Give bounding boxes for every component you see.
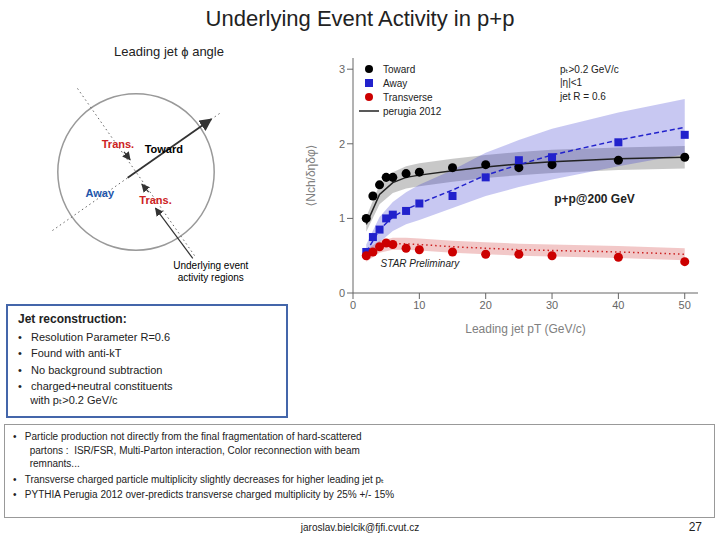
svg-text:Leading jet pT (GeV/c): Leading jet pT (GeV/c) <box>465 322 586 336</box>
svg-text:Trans.: Trans. <box>102 138 134 150</box>
html-text:Underlying Event Activity in p: Underlying Event Activity in p+p <box>205 6 515 31</box>
svg-text:50: 50 <box>679 299 691 311</box>
html-text:Jet reconstruction:: Jet reconstruction: <box>18 312 127 326</box>
svg-text:40: 40 <box>612 299 624 311</box>
html-text:• No background subtraction: • No background subtraction <box>18 363 163 376</box>
svg-text:Trans.: Trans. <box>139 194 171 206</box>
svg-text:⟨Nch/δηδφ⟩: ⟨Nch/δηδφ⟩ <box>304 145 318 207</box>
html-text:• charged+neutral constituents: • charged+neutral constituents with pₜ>0… <box>18 379 173 407</box>
html-text:Away: Away <box>383 77 408 89</box>
html-text:jaroslav.bielcik@fjfi.cvut.cz: jaroslav.bielcik@fjfi.cvut.cz <box>300 522 420 533</box>
svg-text:Away: Away <box>86 187 115 199</box>
svg-text:0: 0 <box>350 299 356 311</box>
svg-text:20: 20 <box>480 299 492 311</box>
svg-text:1: 1 <box>339 212 345 224</box>
html-text:• Resolution Parameter R=0.6: • Resolution Parameter R=0.6 <box>18 331 171 343</box>
html-text:• Particle production not dire: • Particle production not directly from … <box>13 431 362 469</box>
svg-text:30: 30 <box>546 299 558 311</box>
svg-text:Underlying eventactivity regio: Underlying eventactivity regions <box>173 260 248 283</box>
svg-text:0: 0 <box>339 287 345 299</box>
html-text:pₜ>0.2 GeV/c |η|<1 jet R = 0.6: pₜ>0.2 GeV/c |η|<1 jet R = 0.6 <box>560 63 619 102</box>
html-text:Toward: Toward <box>383 63 416 75</box>
svg-text:10: 10 <box>413 299 425 311</box>
html-text:STAR Preliminary: STAR Preliminary <box>380 257 460 269</box>
html-text:• Found with anti-kT: • Found with anti-kT <box>18 347 122 360</box>
html-text:Leading jet ϕ angle: Leading jet ϕ angle <box>114 44 224 59</box>
svg-text:3: 3 <box>339 63 345 75</box>
html-text:perugia 2012: perugia 2012 <box>383 105 442 117</box>
svg-text:2: 2 <box>339 138 345 150</box>
html-text:27: 27 <box>688 520 702 534</box>
svg-text:Toward: Toward <box>145 143 183 155</box>
html-text:• PYTHIA Perugia 2012 over-pre: • PYTHIA Perugia 2012 over-predicts tran… <box>13 489 395 500</box>
html-text:p+p@200 GeV: p+p@200 GeV <box>554 192 635 206</box>
html-text:Transverse: Transverse <box>383 91 433 103</box>
html-text:• Transverse charged particle: • Transverse charged particle multiplici… <box>13 473 385 485</box>
